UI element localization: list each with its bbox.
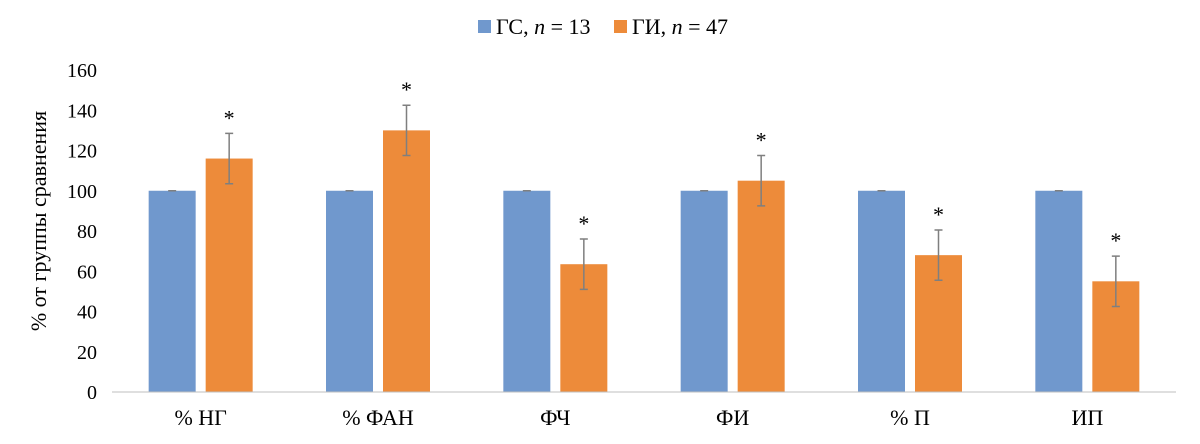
error-bar-5 (1111, 255, 1120, 308)
significance-star: * (401, 77, 412, 102)
bars (148, 130, 1140, 392)
significance-star: * (933, 202, 944, 227)
bar-gs-1 (326, 190, 373, 392)
bar-gs-5 (1035, 190, 1083, 392)
y-axis-label: % от группы сравнения (26, 111, 51, 331)
y-tick-label: 20 (77, 342, 97, 364)
bar-gi-1 (383, 130, 430, 392)
y-tick-label: 40 (77, 302, 97, 324)
error-bar-1 (402, 104, 411, 157)
x-tick-label: % П (890, 405, 930, 430)
legend-swatch-gi (614, 20, 627, 33)
bar-gi-3 (737, 180, 785, 392)
y-tick-label: 160 (67, 60, 97, 82)
y-tick-label: 80 (77, 221, 97, 243)
significance-star: * (1110, 228, 1121, 253)
error-bar-3 (757, 154, 766, 207)
x-tick-label: % НГ (174, 405, 227, 430)
x-tick-label: ФЧ (540, 405, 570, 430)
y-tick-label: 120 (67, 141, 97, 163)
significance-markers: * * * * * * (224, 77, 1122, 253)
x-tick-label: ИП (1071, 405, 1103, 430)
x-tick-label: % ФАН (342, 405, 414, 430)
y-tick-label: 0 (87, 382, 97, 404)
significance-star: * (756, 128, 767, 153)
y-tick-label: 60 (77, 261, 97, 283)
y-axis-ticks: 0 20 40 60 80 100 120 140 160 (67, 60, 97, 404)
bar-gi-0 (205, 158, 253, 392)
legend-label-gs: ГС, n = 13 (496, 14, 591, 39)
x-tick-label: ФИ (716, 405, 749, 430)
legend-swatch-gs (478, 20, 491, 33)
bar-gs-3 (680, 190, 728, 392)
bar-gs-0 (148, 190, 196, 392)
error-bar-2 (579, 238, 588, 291)
error-bars (168, 104, 1120, 308)
error-bar-0 (225, 132, 234, 185)
significance-star: * (578, 211, 589, 236)
bar-gs-2 (503, 190, 551, 392)
bar-gs-4 (858, 190, 905, 392)
x-axis-ticks: % НГ % ФАН ФЧ ФИ % П ИП (174, 405, 1103, 430)
error-bar-4 (934, 229, 943, 282)
y-tick-label: 100 (67, 181, 97, 203)
legend-label-gi: ГИ, n = 47 (632, 14, 728, 39)
y-tick-label: 140 (67, 100, 97, 122)
legend: ГС, n = 13 ГИ, n = 47 (478, 14, 728, 39)
significance-star: * (224, 105, 235, 130)
